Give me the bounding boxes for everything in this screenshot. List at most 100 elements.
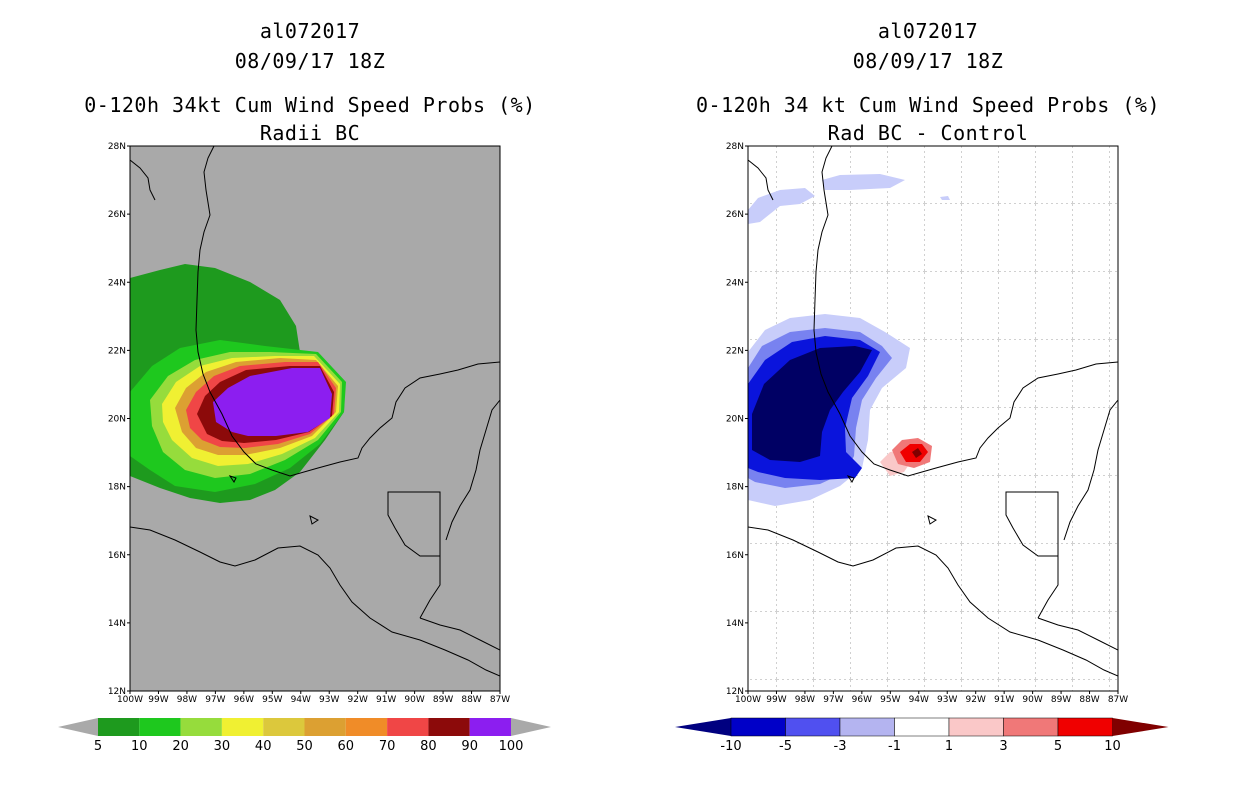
left-lat-label: 20N <box>108 415 126 425</box>
right-map: 12N 14N 16N 18N 20N 22N 24N 26N 28N 100W 99W 98W 97… <box>726 142 1128 705</box>
left-colorbar-swatch <box>263 718 305 736</box>
right-lat-label: 18N <box>726 483 744 493</box>
left-colorbar: 5 10 20 30 40 50 60 70 80 90 100 <box>58 718 551 754</box>
left-colorbar-label: 70 <box>379 739 396 754</box>
right-datetime: 08/09/17 18Z <box>852 49 1004 73</box>
left-lat-label: 12N <box>108 687 126 697</box>
left-lon-label: 95W <box>262 695 282 705</box>
left-colorbar-label: 100 <box>499 739 524 754</box>
left-lon-ticks: 100W 99W 98W 97W 96W 95W 94W 93W 92W 91W 90W 89W 88W… <box>117 691 510 705</box>
left-colorbar-swatch <box>98 718 140 736</box>
left-title-block: al072017 08/09/17 18Z 0-120h 34kt Cum Wi… <box>30 16 590 148</box>
right-colorbar-label: 3 <box>999 739 1007 754</box>
left-lat-label: 16N <box>108 551 126 561</box>
left-colorbar-label: 5 <box>94 739 102 754</box>
right-colorbar-label: 10 <box>1104 739 1121 754</box>
right-storm-id: al072017 <box>877 19 979 43</box>
left-coastlines <box>130 146 500 677</box>
right-lat-label: 28N <box>726 142 744 152</box>
left-lon-label: 94W <box>291 695 311 705</box>
right-lon-label: 98W <box>795 695 815 705</box>
right-colorbar-swatch <box>785 717 841 737</box>
right-lat-label: 24N <box>726 278 744 288</box>
left-lon-label: 88W <box>461 695 481 705</box>
left-colorbar-label: 80 <box>420 739 437 754</box>
right-colorbar-label: -5 <box>779 739 792 754</box>
right-lon-ticks: 100W 99W 98W 97W 96W 95W 94W 93W 92W 91W 90W 89W 88W… <box>735 691 1128 705</box>
right-lat-label: 16N <box>726 551 744 561</box>
left-colorbar-label: 10 <box>131 739 148 754</box>
right-colorbar-label: 5 <box>1054 739 1062 754</box>
left-probability-field <box>130 264 346 503</box>
left-colorbar-swatch <box>180 718 222 736</box>
left-datetime: 08/09/17 18Z <box>234 49 386 73</box>
right-difference-field <box>748 174 950 506</box>
left-lon-label: 100W <box>117 695 143 705</box>
right-lat-label: 26N <box>726 210 744 220</box>
left-colorbar-swatch <box>345 718 388 736</box>
left-product-title: 0-120h 34kt Cum Wind Speed Probs (%) <box>84 93 536 117</box>
right-colorbar-swatch <box>1003 717 1059 737</box>
right-colorbar-label: -1 <box>888 739 901 754</box>
right-colorbar-low-end <box>675 718 731 736</box>
left-colorbar-swatch <box>221 718 264 736</box>
left-colorbar-swatch <box>387 718 429 736</box>
right-lon-label: 99W <box>766 695 786 705</box>
right-title-block: al072017 08/09/17 18Z 0-120h 34 kt Cum W… <box>648 16 1208 148</box>
left-lon-label: 98W <box>177 695 197 705</box>
right-lat-label: 12N <box>726 687 744 697</box>
left-colorbar-label: 60 <box>338 739 355 754</box>
left-colorbar-label: 30 <box>214 739 231 754</box>
left-lon-label: 92W <box>348 695 368 705</box>
right-lon-label: 96W <box>852 695 872 705</box>
left-map: 12N 14N 16N 18N 20N 22N 24N 26N 28N 100W 99W 98W 97… <box>108 142 510 705</box>
diff-pale-blue-north-2 <box>822 174 905 190</box>
right-lon-label: 88W <box>1079 695 1099 705</box>
right-lon-label: 89W <box>1051 695 1071 705</box>
left-lon-label: 99W <box>148 695 168 705</box>
left-lat-label: 28N <box>108 142 126 152</box>
right-lon-label: 95W <box>880 695 900 705</box>
prob-contour-100 <box>213 368 332 436</box>
left-lat-label: 22N <box>108 346 126 356</box>
diff-dark-red <box>912 448 922 458</box>
right-lon-label: 94W <box>909 695 929 705</box>
right-lon-label: 91W <box>994 695 1014 705</box>
left-lat-ticks: 12N 14N 16N 18N 20N 22N 24N 26N 28N <box>108 142 130 697</box>
right-lon-label: 87W <box>1108 695 1128 705</box>
right-colorbar-label: 1 <box>945 739 953 754</box>
left-colorbar-swatch <box>304 718 346 736</box>
right-subtitle: Rad BC - Control <box>827 121 1029 145</box>
left-subtitle: Radii BC <box>259 121 361 145</box>
right-product-title: 0-120h 34 kt Cum Wind Speed Probs (%) <box>695 93 1161 117</box>
right-lon-label: 92W <box>966 695 986 705</box>
right-lat-ticks: 12N 14N 16N 18N 20N 22N 24N 26N 28N <box>726 142 748 697</box>
left-lon-label: 87W <box>490 695 510 705</box>
left-lon-label: 91W <box>376 695 396 705</box>
right-lat-label: 14N <box>726 619 744 629</box>
left-colorbar-swatch <box>139 718 181 736</box>
diff-dark-blue <box>752 346 872 462</box>
left-lat-label: 24N <box>108 278 126 288</box>
diff-pale-blue-north-3 <box>940 196 950 200</box>
left-lon-label: 89W <box>433 695 453 705</box>
left-colorbar-label: 20 <box>172 739 189 754</box>
right-colorbar: -10 -5 -3 -1 1 3 5 10 <box>675 717 1169 754</box>
left-lat-label: 26N <box>108 210 126 220</box>
right-colorbar-swatch <box>894 717 950 737</box>
diff-pale-blue-north-1 <box>748 188 815 224</box>
left-lon-label: 90W <box>404 695 424 705</box>
right-lon-label: 90W <box>1022 695 1042 705</box>
right-colorbar-swatch <box>1057 717 1113 737</box>
left-storm-id: al072017 <box>259 19 361 43</box>
right-colorbar-swatch <box>730 717 786 737</box>
right-lon-label: 97W <box>823 695 843 705</box>
left-lat-label: 14N <box>108 619 126 629</box>
right-colorbar-swatch <box>948 717 1004 737</box>
right-colorbar-swatch <box>839 717 895 737</box>
right-colorbar-high-end <box>1112 718 1169 736</box>
right-lon-label: 93W <box>937 695 957 705</box>
left-lon-label: 93W <box>319 695 339 705</box>
right-colorbar-label: -10 <box>720 739 741 754</box>
